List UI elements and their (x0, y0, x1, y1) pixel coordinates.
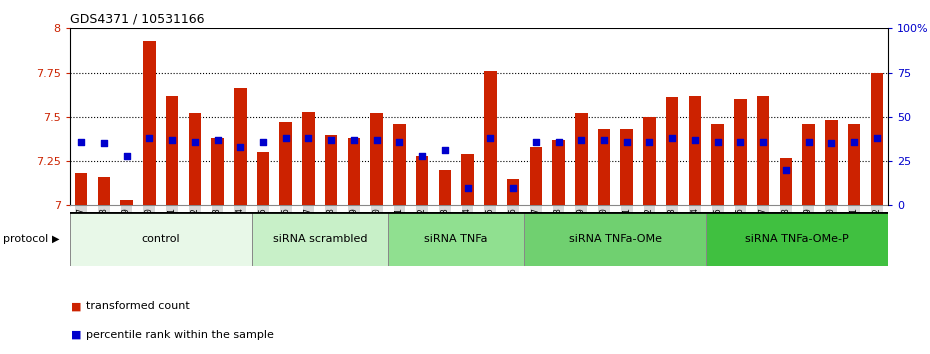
Point (665, 135, 680, 141)
Point (846, 139, 861, 144)
Bar (525, 212, 706, 266)
Bar (120, 200, 133, 205)
Point (687, 137, 702, 143)
Point (711, 139, 725, 144)
Bar (644, 117, 656, 205)
Bar (348, 138, 360, 205)
Point (165, 137, 179, 143)
Bar (529, 147, 542, 205)
Point (642, 139, 657, 144)
Bar (706, 212, 888, 266)
Bar (189, 113, 201, 205)
Bar (166, 96, 179, 205)
Bar (461, 154, 473, 205)
Point (756, 139, 771, 144)
Point (347, 137, 362, 143)
Bar (252, 212, 388, 266)
Bar (74, 173, 87, 205)
Bar (507, 179, 519, 205)
Bar (825, 120, 838, 205)
Point (437, 148, 452, 153)
Text: ▶: ▶ (52, 234, 60, 244)
Bar (870, 73, 883, 205)
Point (801, 139, 816, 144)
Point (415, 153, 430, 159)
Bar (234, 88, 246, 205)
Bar (711, 124, 724, 205)
Point (619, 139, 634, 144)
Point (256, 139, 271, 144)
Bar (552, 140, 565, 205)
Bar (416, 156, 429, 205)
Point (187, 139, 202, 144)
Text: control: control (141, 234, 180, 244)
Bar (757, 96, 769, 205)
Point (506, 185, 521, 190)
Point (97, 141, 112, 146)
Bar (484, 71, 497, 205)
Point (551, 139, 566, 144)
Bar (370, 113, 383, 205)
Text: siRNA scrambled: siRNA scrambled (272, 234, 367, 244)
Text: GDS4371 / 10531166: GDS4371 / 10531166 (70, 12, 205, 25)
Point (73, 139, 88, 144)
Bar (620, 129, 633, 205)
Point (324, 137, 339, 143)
Point (483, 135, 498, 141)
Point (574, 137, 589, 143)
Text: siRNA TNFa: siRNA TNFa (424, 234, 488, 244)
Bar (575, 113, 588, 205)
Point (232, 144, 247, 150)
Bar (666, 97, 678, 205)
Bar (598, 129, 610, 205)
Point (528, 139, 543, 144)
Point (278, 135, 293, 141)
Point (210, 137, 225, 143)
Bar (688, 96, 701, 205)
Bar (70, 212, 252, 266)
Text: ■: ■ (71, 330, 81, 339)
Point (119, 153, 134, 159)
Bar (393, 124, 405, 205)
Bar (439, 170, 451, 205)
Bar (734, 99, 747, 205)
Point (870, 135, 884, 141)
Bar (143, 41, 155, 205)
Bar (803, 124, 815, 205)
Point (596, 137, 611, 143)
Text: percentile rank within the sample: percentile rank within the sample (86, 330, 273, 339)
Point (301, 135, 316, 141)
Text: transformed count: transformed count (86, 301, 190, 311)
Text: siRNA TNFa-OMe-P: siRNA TNFa-OMe-P (745, 234, 849, 244)
Bar (211, 138, 224, 205)
Text: siRNA TNFa-OMe: siRNA TNFa-OMe (569, 234, 662, 244)
Bar (388, 212, 525, 266)
Point (460, 185, 475, 190)
Bar (257, 152, 269, 205)
Bar (325, 135, 338, 205)
Point (369, 137, 384, 143)
Point (142, 135, 157, 141)
Bar (279, 122, 292, 205)
Text: ■: ■ (71, 301, 81, 311)
Bar (98, 177, 110, 205)
Point (392, 139, 406, 144)
Bar (302, 112, 314, 205)
Point (824, 141, 839, 146)
Point (733, 139, 748, 144)
Point (778, 167, 793, 173)
Bar (779, 158, 792, 205)
Text: protocol: protocol (3, 234, 48, 244)
Bar (848, 124, 860, 205)
